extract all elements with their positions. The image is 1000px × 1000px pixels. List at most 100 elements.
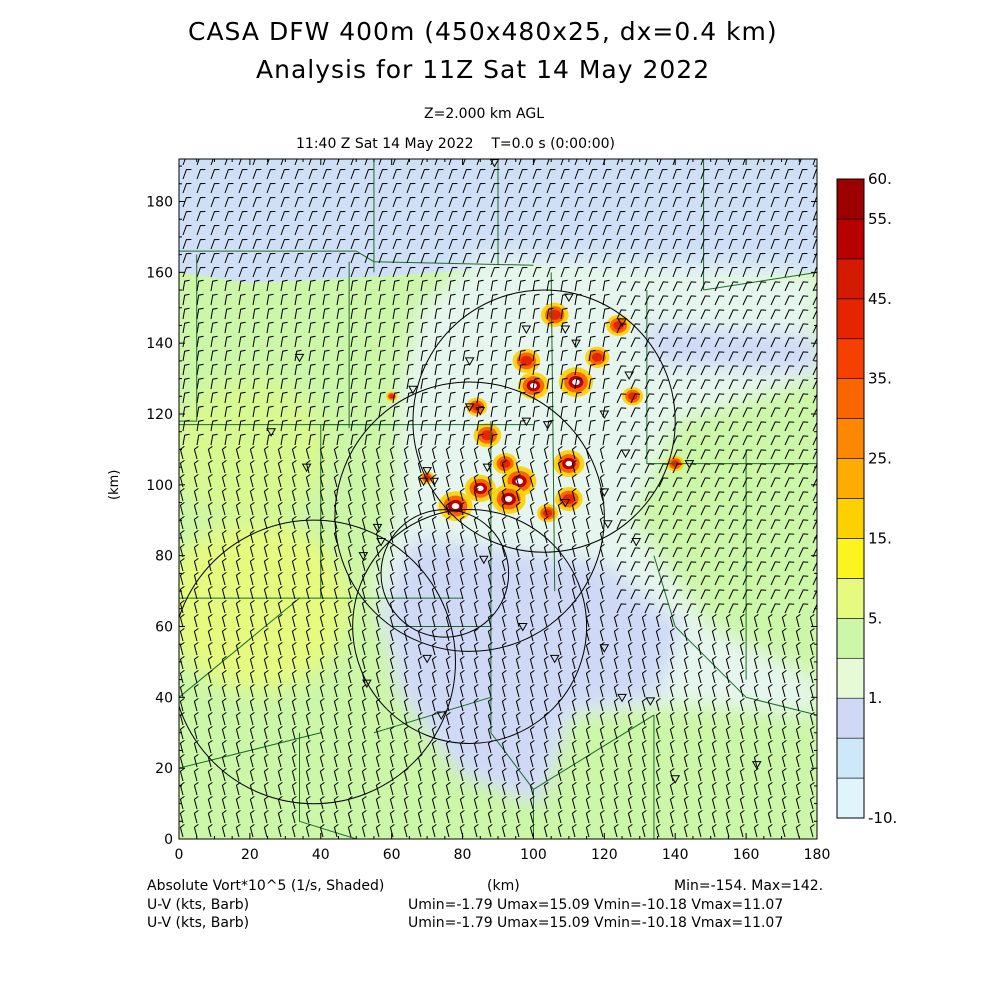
wind-barb — [308, 267, 318, 278]
wind-label-2: U-V (kts, Barb) — [147, 915, 250, 931]
wind-barb — [420, 363, 428, 376]
wind-barb — [756, 379, 767, 390]
wind-barb — [585, 669, 591, 684]
wind-barb — [711, 627, 717, 642]
x-tick-label: 100 — [520, 847, 547, 863]
wind-barb — [546, 239, 556, 250]
wind-barb — [487, 809, 493, 824]
wind-barb — [714, 491, 725, 502]
wind-barb — [770, 589, 781, 600]
wind-barb — [434, 391, 442, 404]
wind-barb — [249, 445, 255, 460]
wind-barb — [389, 739, 395, 754]
wind-barb — [417, 543, 423, 558]
wind-barb — [644, 323, 655, 334]
wind-barb — [781, 809, 787, 824]
wind-barb — [473, 543, 479, 558]
wind-barb — [375, 683, 381, 698]
wind-barb — [389, 473, 395, 488]
wind-barb — [700, 435, 711, 446]
wind-barb — [672, 169, 682, 180]
wind-barb — [543, 795, 549, 810]
wind-barb — [616, 505, 627, 516]
wind-barb — [686, 449, 697, 460]
wind-barb — [263, 641, 269, 656]
wind-barb — [406, 239, 416, 250]
wind-barb — [784, 159, 788, 166]
wind-barb — [518, 253, 528, 264]
vorticity-maximum — [466, 397, 488, 417]
wind-barb — [417, 515, 423, 530]
wind-barb — [585, 753, 591, 768]
wind-barb — [476, 391, 484, 404]
wind-barb — [462, 159, 466, 166]
county-boundary — [179, 732, 321, 769]
wind-barb — [658, 183, 668, 194]
wind-barb — [403, 473, 409, 488]
wind-barb — [392, 159, 396, 166]
wind-barb — [210, 335, 218, 348]
wind-barb — [182, 211, 192, 222]
wind-barb — [725, 739, 731, 754]
wind-barb — [196, 377, 204, 390]
wind-barb — [266, 267, 276, 278]
wind-barb — [641, 795, 647, 810]
wind-barb — [462, 253, 472, 264]
y-tick-label: 180 — [146, 195, 173, 211]
wind-barb — [207, 739, 213, 754]
wind-barb — [655, 683, 661, 698]
wind-barb — [319, 529, 325, 544]
wind-barb — [644, 603, 655, 614]
wind-barb — [291, 501, 297, 516]
wind-barb — [406, 419, 414, 432]
wind-barb — [487, 585, 493, 600]
wind-barb — [616, 365, 627, 376]
wind-barb — [739, 697, 745, 712]
wind-barb — [711, 767, 717, 782]
wind-barb — [812, 603, 817, 614]
wind-barb — [490, 335, 498, 348]
wind-barb — [672, 435, 683, 446]
wind-barb — [767, 697, 773, 712]
wind-barb — [501, 781, 507, 796]
wind-barb — [277, 739, 283, 754]
wind-barb — [252, 211, 262, 222]
wind-barb — [364, 253, 374, 264]
wind-barb — [336, 279, 344, 292]
wind-barb — [812, 449, 817, 460]
wind-barb — [504, 225, 514, 236]
wind-barb — [739, 753, 745, 768]
wind-barb — [417, 739, 423, 754]
wind-barb — [375, 753, 381, 768]
wind-label-1: U-V (kts, Barb) — [147, 897, 250, 913]
wind-barb — [809, 697, 815, 712]
wind-barb — [378, 321, 386, 334]
wind-barb — [445, 473, 451, 488]
wind-barb — [756, 169, 766, 180]
wind-barb — [249, 459, 255, 474]
wind-barb — [322, 267, 332, 278]
wind-barb — [753, 697, 759, 712]
wind-barb — [249, 571, 255, 586]
wind-barb — [291, 627, 297, 642]
wind-barb — [249, 487, 255, 502]
wind-barb — [403, 697, 409, 712]
wind-barb — [305, 641, 311, 656]
wind-barb — [196, 211, 206, 222]
wind-barb — [714, 505, 725, 516]
wind-barb — [347, 739, 353, 754]
wind-barb — [333, 697, 339, 712]
wind-barb — [445, 697, 451, 712]
wind-barb — [319, 753, 325, 768]
wind-barb — [529, 697, 535, 712]
wind-barb — [364, 183, 374, 194]
wind-barb — [658, 337, 669, 348]
wind-barb — [322, 433, 330, 446]
wind-barb — [571, 585, 577, 600]
wind-barb — [644, 575, 655, 586]
wind-barb — [235, 557, 241, 572]
wind-barb — [361, 487, 367, 502]
wind-barb — [641, 641, 647, 656]
wind-barb — [742, 239, 752, 250]
wind-barb — [501, 683, 507, 698]
